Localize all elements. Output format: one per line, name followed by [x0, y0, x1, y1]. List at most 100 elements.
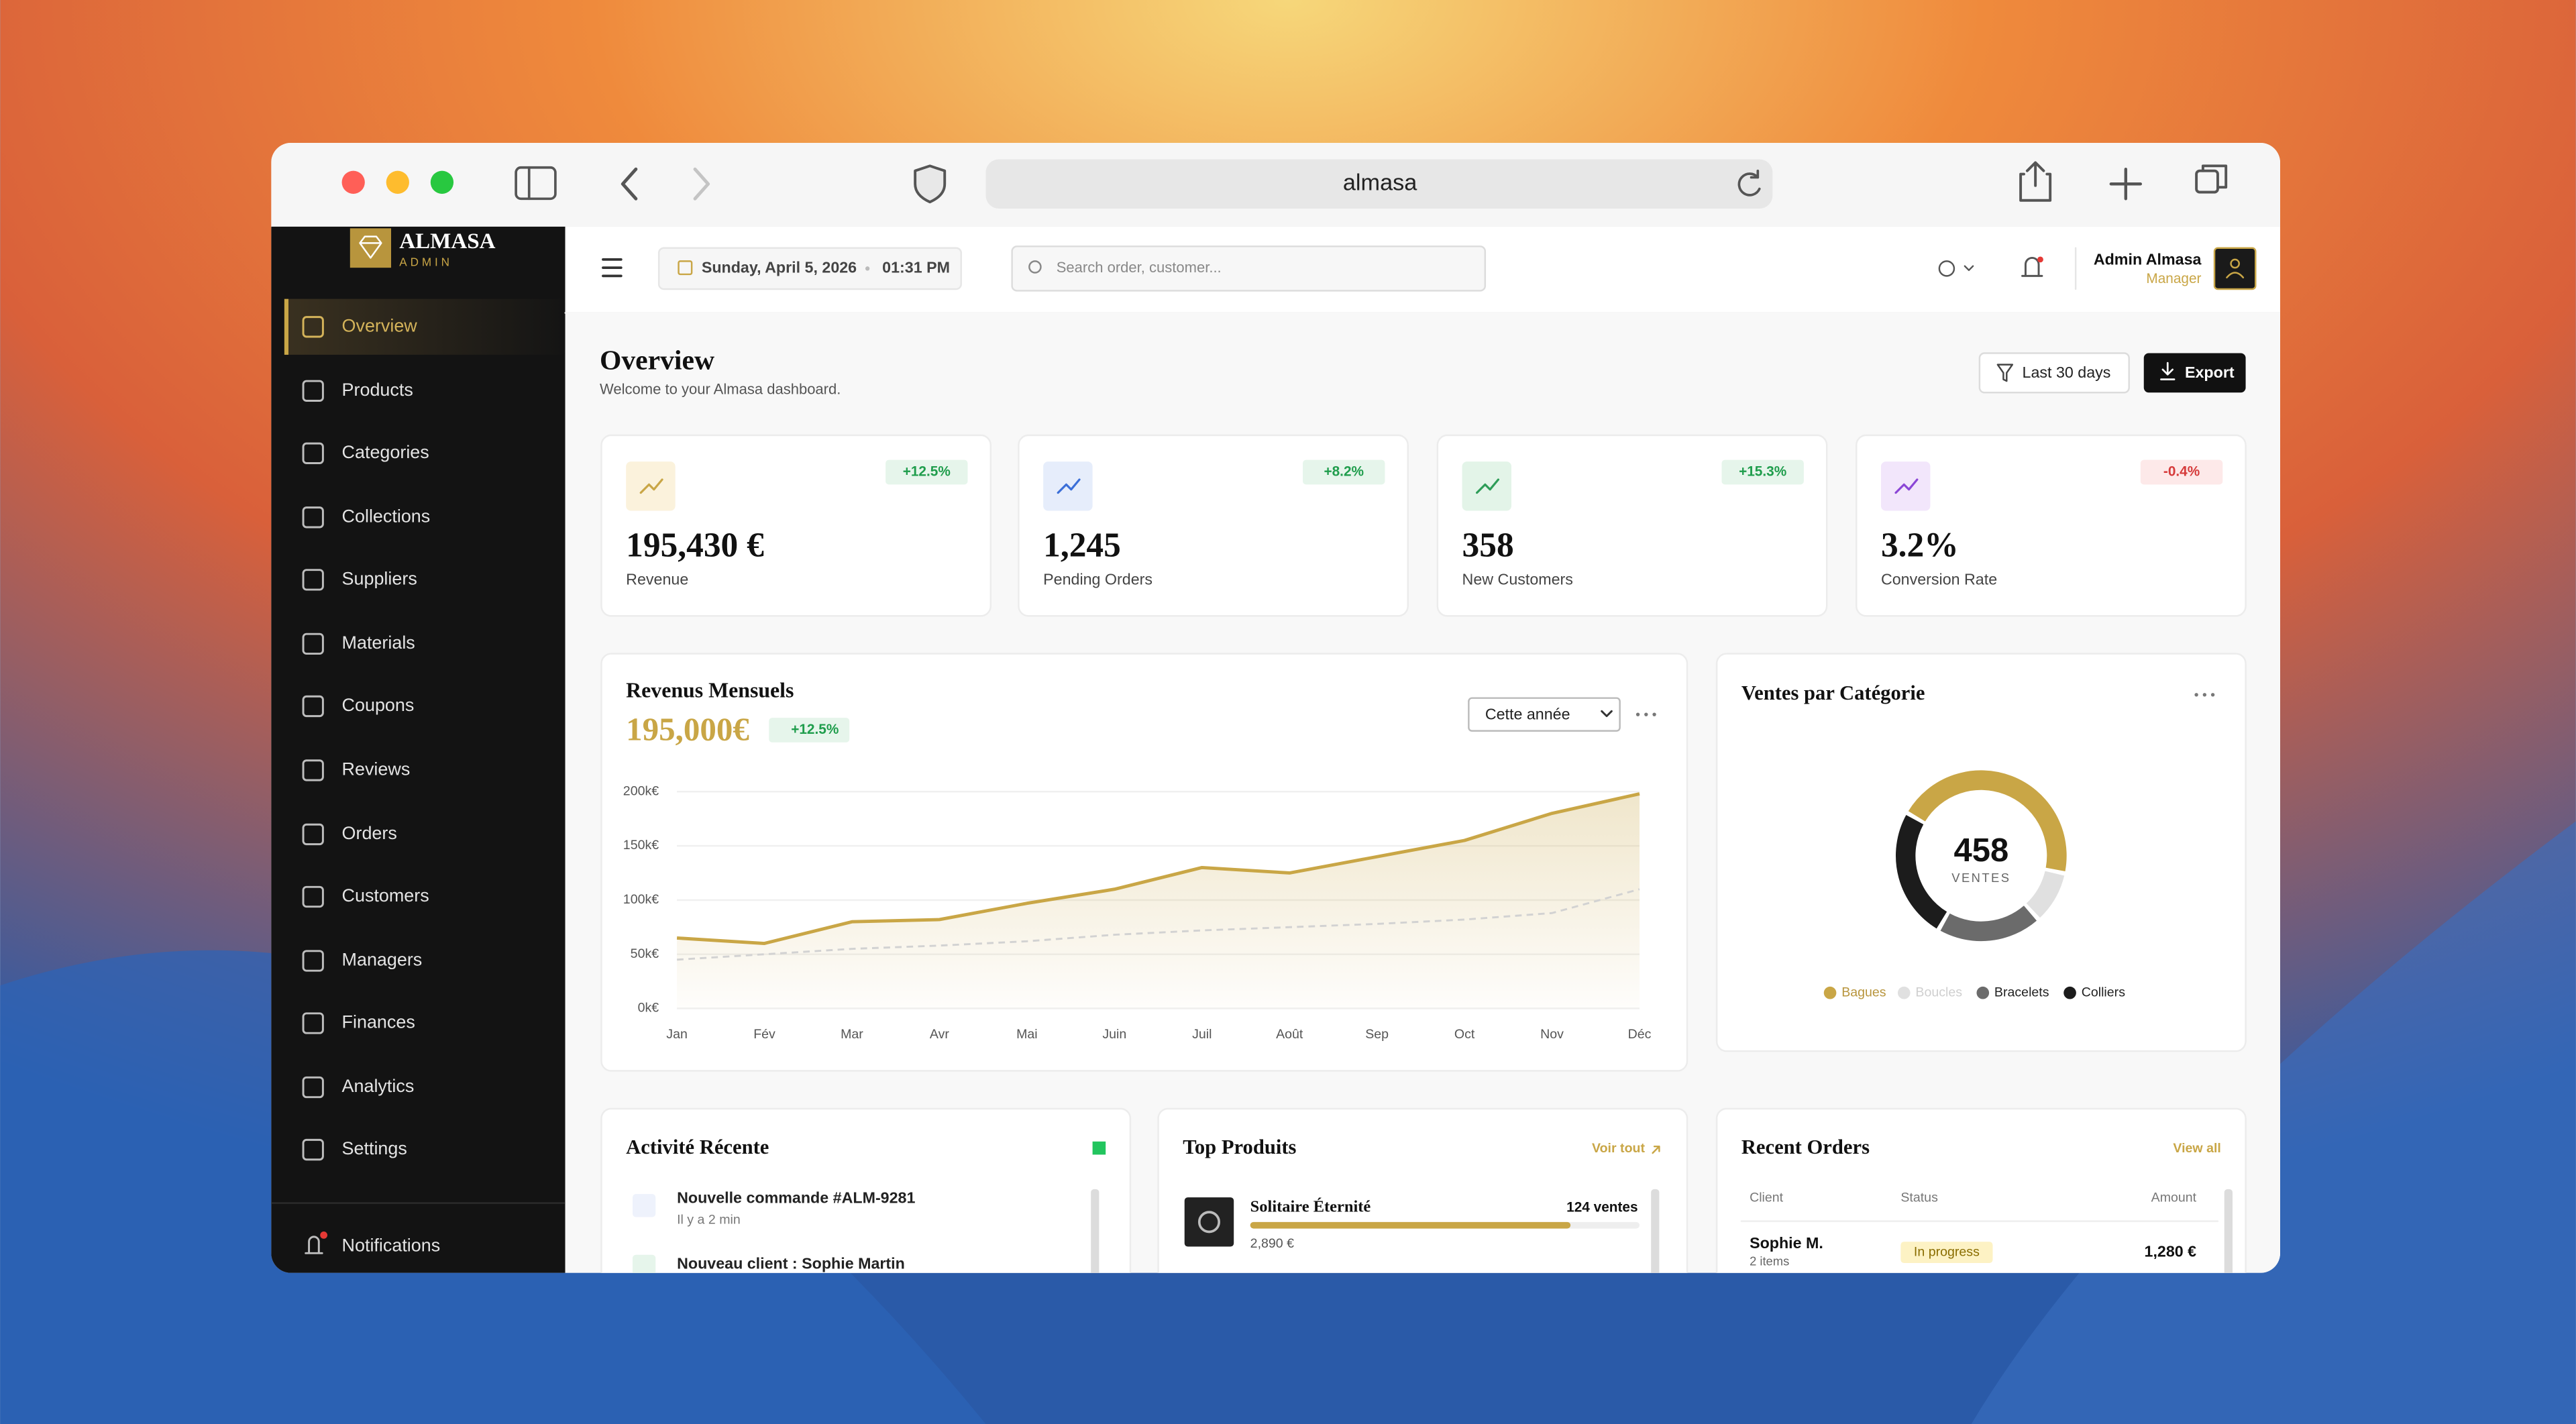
nav-active-bar: [284, 298, 288, 355]
menu-button[interactable]: [602, 258, 623, 278]
activity-text: Nouveau client : Sophie Martin: [677, 1255, 905, 1272]
window-control[interactable]: [386, 170, 409, 194]
legend-label[interactable]: Bracelets: [1994, 985, 2049, 999]
period-text: Cette année: [1485, 706, 1570, 723]
back-button[interactable]: [621, 167, 638, 201]
chart-total: 195,000€: [626, 710, 749, 747]
window-control[interactable]: [430, 170, 454, 194]
more-dot: [2194, 693, 2198, 697]
legend-label[interactable]: Bagues: [1841, 985, 1886, 999]
status-pill: [1900, 1242, 1993, 1264]
kpi-value: 1,245: [1043, 527, 1121, 565]
nav-item[interactable]: Collections: [342, 506, 431, 526]
language-button[interactable]: [1938, 260, 1955, 277]
nav-item[interactable]: Customers: [342, 885, 429, 906]
nav-icon: [302, 1138, 324, 1161]
more-dot: [1652, 712, 1656, 716]
legend-label[interactable]: Boucles: [1915, 985, 1962, 999]
link-arrow: [1652, 1145, 1660, 1154]
chart-title: Revenus Mensuels: [626, 678, 794, 702]
line: [676, 792, 1640, 945]
calendar-icon: [678, 260, 693, 276]
search-placeholder: Search order, customer...: [1057, 259, 1222, 276]
window-control[interactable]: [341, 170, 365, 194]
y-tick-label: 150k€: [623, 838, 659, 853]
nav-item[interactable]: Reviews: [342, 759, 411, 779]
legend-label[interactable]: Colliers: [2082, 985, 2125, 999]
reload-icon[interactable]: [1737, 169, 1761, 197]
share-icon[interactable]: [2019, 161, 2052, 202]
time-text: 01:31 PM: [882, 258, 950, 276]
avatar[interactable]: [2213, 247, 2257, 290]
notifications-button[interactable]: [2021, 256, 2043, 277]
kpi-icon-glyph: [1894, 478, 1919, 494]
nav-icon: [302, 695, 324, 718]
card-link[interactable]: Voir tout: [1592, 1141, 1646, 1156]
nav-item[interactable]: Managers: [342, 950, 423, 970]
export-button[interactable]: [2143, 353, 2246, 393]
y-tick-label: 100k€: [623, 892, 659, 907]
card-link[interactable]: View all: [2173, 1141, 2220, 1156]
kpi-label: Revenue: [626, 571, 688, 588]
nav-icon: [302, 950, 324, 972]
avatar-body: [2226, 272, 2245, 279]
x-tick-label: Juil: [1192, 1027, 1212, 1042]
tabs-icon: [2201, 164, 2228, 189]
activity-text: Nouvelle commande #ALM-9281: [677, 1189, 915, 1207]
nav-item[interactable]: Products: [342, 380, 413, 400]
nav-item[interactable]: Finances: [342, 1012, 415, 1032]
select-caret: [1601, 710, 1613, 718]
kpi-change: +12.5%: [903, 463, 951, 479]
kpi-change: +8.2%: [1324, 463, 1364, 479]
change-badge: [769, 718, 850, 743]
nav-item[interactable]: Analytics: [342, 1076, 415, 1096]
nav-item[interactable]: Categories: [342, 442, 429, 462]
card-title: Recent Orders: [1741, 1136, 1870, 1158]
brand-logo: [350, 228, 392, 268]
y-tick-label: 50k€: [631, 946, 659, 961]
new-tab-icon[interactable]: [2109, 168, 2143, 201]
url-bar[interactable]: [985, 159, 1773, 209]
scrollbar: [2224, 1189, 2233, 1273]
filter-button[interactable]: [1978, 352, 2130, 394]
x-tick-label: Mai: [1016, 1027, 1038, 1042]
x-tick-label: Sep: [1365, 1027, 1389, 1042]
donut-total-label: VENTES: [1951, 871, 2010, 885]
kpi-icon-glyph: [1476, 478, 1500, 494]
nav-item[interactable]: Overview: [342, 315, 418, 335]
date-separator: [865, 266, 870, 271]
order-client: Sophie M.: [1750, 1234, 1823, 1252]
x-tick-label: Oct: [1454, 1027, 1475, 1042]
more-dot: [2202, 693, 2207, 697]
order-items: 2 items: [1750, 1254, 1789, 1268]
more-dot: [1644, 712, 1648, 716]
period-select[interactable]: [1468, 697, 1621, 732]
sidebar-toggle[interactable]: [515, 166, 557, 201]
nav-icon: [302, 506, 324, 529]
kpi-label: Conversion Rate: [1881, 571, 1997, 588]
nav-item[interactable]: Materials: [342, 633, 415, 653]
x-tick-label: Juin: [1102, 1027, 1126, 1042]
kpi-label: New Customers: [1462, 571, 1573, 588]
live-indicator: [1092, 1141, 1106, 1155]
y-tick-label: 0k€: [638, 1001, 659, 1016]
scrollbar: [1091, 1189, 1099, 1273]
product-price: 2,890 €: [1250, 1236, 1294, 1251]
product-sales: 124 ventes: [1566, 1199, 1638, 1215]
nav-item[interactable]: Orders: [342, 823, 397, 843]
nav-item[interactable]: Suppliers: [342, 568, 417, 588]
filter-button-text: Last 30 days: [2023, 364, 2111, 381]
notification-dot: [2037, 256, 2043, 263]
kpi-icon-glyph: [639, 478, 663, 494]
x-tick-label: Fév: [753, 1027, 775, 1042]
x-tick-label: Jan: [666, 1027, 688, 1042]
legend-swatch: [1976, 986, 1990, 999]
nav-item[interactable]: Coupons: [342, 695, 415, 715]
tabs-icon[interactable]: [2195, 169, 2219, 194]
nav-item[interactable]: Notifications: [342, 1236, 441, 1256]
kpi-value: 195,430 €: [626, 527, 764, 565]
search-box[interactable]: [1011, 245, 1487, 292]
nav-item[interactable]: Settings: [342, 1138, 407, 1158]
activity-icon: [632, 1194, 656, 1217]
